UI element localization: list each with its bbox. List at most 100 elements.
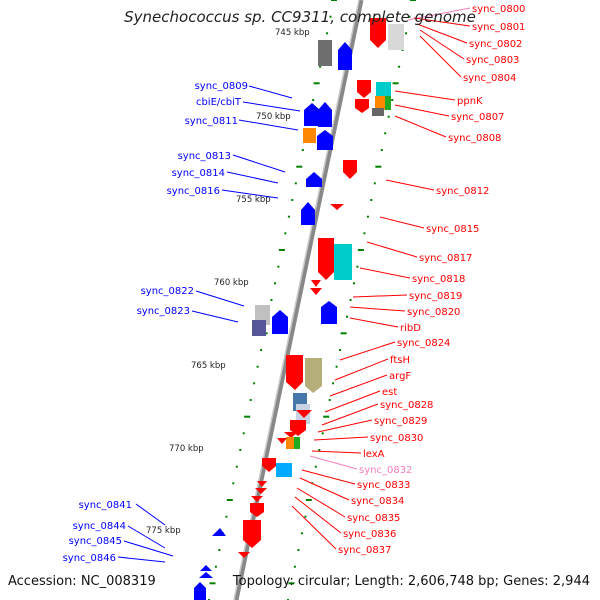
gene-label[interactable]: sync_0835 [347, 513, 400, 524]
right-tick-track [287, 0, 416, 600]
gene-block[interactable] [372, 108, 384, 116]
gene-block[interactable] [286, 437, 294, 449]
gene-label[interactable]: sync_0818 [412, 274, 465, 285]
gene-label[interactable]: est [382, 387, 397, 398]
gene-block[interactable] [252, 320, 266, 336]
gene-label[interactable]: ribD [400, 323, 421, 334]
gene-label[interactable]: sync_0815 [426, 224, 479, 235]
gene-arrow[interactable] [290, 365, 302, 371]
gene-label[interactable]: sync_0816 [167, 186, 220, 197]
gene-arrow[interactable] [251, 496, 263, 502]
gene-label[interactable]: sync_0800 [472, 4, 525, 15]
gene-label[interactable]: sync_0813 [178, 151, 231, 162]
gene-label[interactable]: sync_0836 [343, 529, 396, 540]
gene-label[interactable]: sync_0809 [195, 81, 248, 92]
tick-label: 760 kbp [214, 278, 249, 288]
gene-block[interactable] [385, 96, 391, 110]
gene-label[interactable]: argF [389, 371, 411, 382]
gene-arrow[interactable] [250, 503, 264, 517]
gene-block[interactable] [375, 96, 385, 110]
gene-label[interactable]: sync_0817 [419, 253, 472, 264]
gene-label[interactable]: sync_0837 [338, 545, 391, 556]
minor-tick [260, 349, 263, 351]
gene-arrow[interactable] [286, 355, 303, 390]
gene-arrow[interactable] [318, 102, 332, 127]
gene-label[interactable]: sync_0802 [469, 39, 522, 50]
gene-label[interactable]: sync_0820 [407, 307, 460, 318]
gene-arrow[interactable] [257, 481, 267, 487]
leader-line [352, 294, 408, 298]
gene-arrow[interactable] [310, 288, 322, 295]
left-gene-labels: sync_0809 cbiE/cbiT sync_0811 sync_0813 … [63, 81, 248, 564]
gene-label[interactable]: sync_0824 [397, 338, 450, 349]
gene-block[interactable] [334, 244, 352, 280]
gene-label[interactable]: ftsH [390, 355, 410, 366]
leader-line [294, 496, 342, 534]
gene-arrow[interactable] [199, 572, 213, 578]
minor-tick [326, 32, 329, 35]
gene-block[interactable] [294, 437, 300, 449]
gene-arrow[interactable] [338, 42, 352, 70]
gene-label[interactable]: sync_0830 [370, 433, 423, 444]
gene-arrow[interactable] [330, 204, 344, 210]
gene-label[interactable]: sync_0811 [185, 116, 238, 127]
gene-label[interactable]: sync_0803 [466, 55, 519, 66]
gene-block[interactable] [303, 128, 316, 143]
gene-label[interactable]: sync_0819 [409, 291, 462, 302]
gene-label[interactable]: sync_0846 [63, 553, 116, 564]
gene-arrow[interactable] [355, 99, 369, 113]
gene-arrow[interactable] [212, 528, 226, 536]
gene-block[interactable] [276, 463, 292, 477]
gene-label[interactable]: sync_0801 [472, 22, 525, 33]
gene-label[interactable]: sync_0807 [451, 112, 504, 123]
gene-arrow[interactable] [305, 358, 322, 393]
gene-block[interactable] [376, 82, 391, 98]
gene-arrow[interactable] [277, 438, 287, 444]
gene-arrow[interactable] [306, 172, 322, 187]
minor-tick [346, 315, 348, 318]
leader-line [349, 306, 406, 312]
gene-arrow[interactable] [318, 238, 334, 280]
leader-line [301, 469, 356, 485]
gene-block[interactable] [318, 40, 332, 66]
gene-arrow[interactable] [194, 582, 206, 600]
gene-label[interactable]: sync_0845 [69, 536, 122, 547]
gene-label[interactable]: sync_0828 [380, 400, 433, 411]
gene-arrow[interactable] [304, 103, 320, 126]
gene-arrow[interactable] [272, 310, 288, 334]
gene-label[interactable]: sync_0808 [448, 133, 501, 144]
gene-arrow[interactable] [357, 80, 371, 98]
left-leader-lines [117, 85, 301, 563]
gene-arrow[interactable] [370, 18, 386, 48]
gene-label[interactable]: sync_0841 [79, 500, 132, 511]
gene-label[interactable]: sync_0822 [141, 286, 194, 297]
gene-label[interactable]: sync_0829 [374, 416, 427, 427]
gene-arrow[interactable] [262, 458, 276, 472]
major-tick [323, 415, 330, 418]
gene-arrow[interactable] [343, 160, 357, 179]
minor-tick [249, 399, 252, 401]
gene-label[interactable]: cbiE/cbiT [196, 97, 242, 108]
gene-label[interactable]: sync_0814 [172, 168, 225, 179]
gene-arrow[interactable] [243, 520, 261, 548]
gene-label[interactable]: sync_0832 [359, 465, 412, 476]
gene-label[interactable]: sync_0844 [73, 521, 126, 532]
gene-arrow[interactable] [255, 488, 267, 494]
gene-label[interactable]: ppnK [457, 96, 483, 107]
gene-label[interactable]: sync_0833 [357, 480, 410, 491]
gene-arrow[interactable] [321, 301, 337, 324]
gene-label[interactable]: sync_0804 [463, 73, 516, 84]
gene-arrow[interactable] [296, 410, 312, 418]
major-tick [296, 165, 303, 168]
gene-label[interactable]: sync_0823 [137, 306, 190, 317]
gene-arrow[interactable] [301, 202, 315, 225]
gene-arrow[interactable] [200, 565, 212, 571]
gene-label[interactable]: sync_0812 [436, 186, 489, 197]
gene-arrow[interactable] [317, 130, 333, 150]
gene-arrow[interactable] [311, 280, 321, 287]
gene-block[interactable] [388, 24, 404, 50]
gene-arrow[interactable] [284, 432, 298, 438]
gene-label[interactable]: sync_0834 [351, 496, 404, 507]
gene-arrow[interactable] [238, 552, 250, 558]
gene-label[interactable]: lexA [363, 449, 385, 460]
